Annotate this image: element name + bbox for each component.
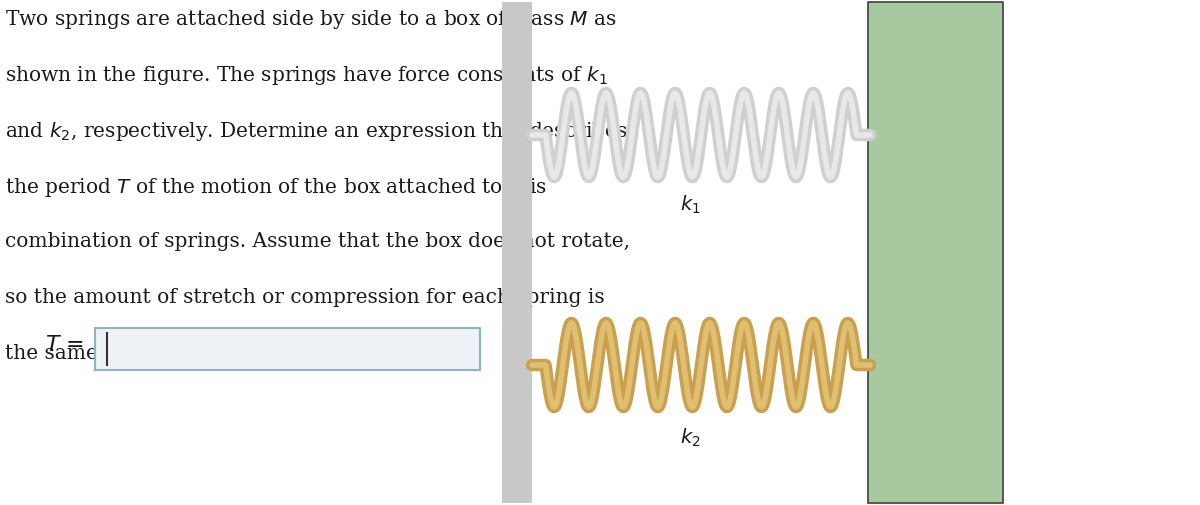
Text: and $k_2$, respectively. Determine an expression that describes: and $k_2$, respectively. Determine an ex… bbox=[5, 120, 628, 143]
Text: $k_1$: $k_1$ bbox=[679, 194, 701, 216]
Text: $M$: $M$ bbox=[925, 209, 946, 231]
Text: Two springs are attached side by side to a box of mass $M$ as: Two springs are attached side by side to… bbox=[5, 8, 617, 31]
Text: the period $T$ of the motion of the box attached to this: the period $T$ of the motion of the box … bbox=[5, 176, 547, 199]
Text: so the amount of stretch or compression for each spring is: so the amount of stretch or compression … bbox=[5, 288, 605, 307]
FancyBboxPatch shape bbox=[95, 328, 480, 370]
Bar bbox=[868, 2, 1003, 503]
Text: $k_2$: $k_2$ bbox=[679, 427, 701, 449]
Text: shown in the figure. The springs have force constants of $k_1$: shown in the figure. The springs have fo… bbox=[5, 64, 608, 87]
Text: combination of springs. Assume that the box does not rotate,: combination of springs. Assume that the … bbox=[5, 232, 630, 251]
Bar bbox=[502, 2, 532, 503]
Text: the same.: the same. bbox=[5, 344, 104, 363]
Text: $T$ =: $T$ = bbox=[46, 334, 84, 356]
